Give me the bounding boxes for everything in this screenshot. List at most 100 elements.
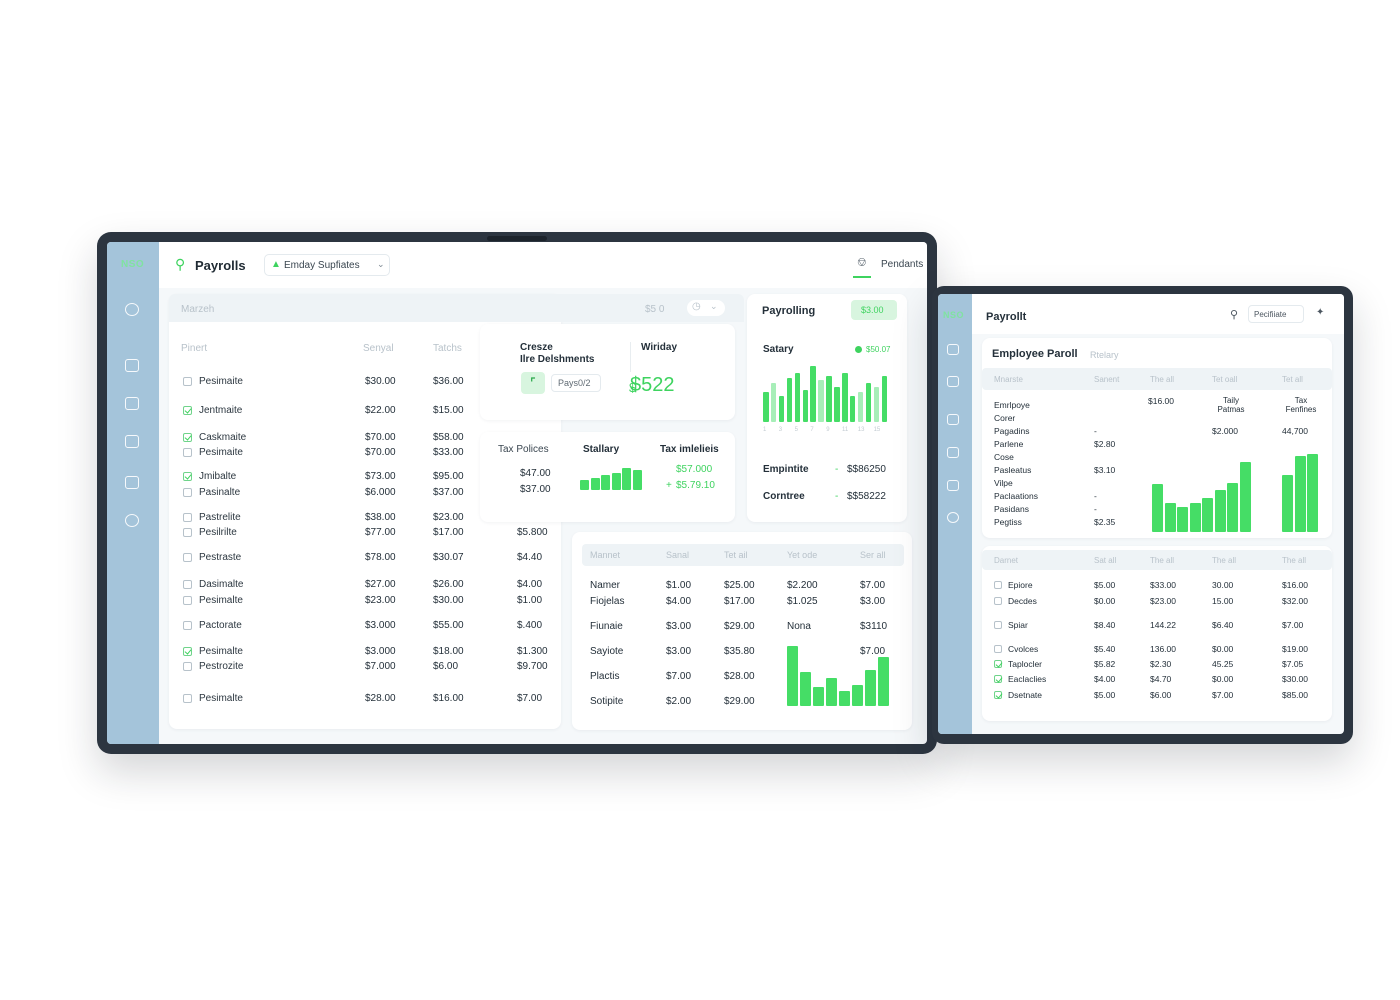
right-column-header: The all: [1150, 375, 1175, 384]
weekday-label: Wiriday: [641, 342, 678, 353]
employee-label: Empintite: [763, 464, 809, 475]
row-checkbox[interactable]: [183, 694, 192, 703]
pays-button[interactable]: Pays0/2: [551, 374, 601, 392]
row-checkbox[interactable]: [183, 448, 192, 457]
right-bar-1: [1202, 498, 1213, 532]
row-checkbox[interactable]: [183, 433, 192, 442]
right-row-cell: 144.22: [1150, 620, 1176, 630]
mail-icon[interactable]: [947, 447, 959, 458]
row-name: Caskmaite: [199, 432, 247, 443]
right-row-label: Corer: [994, 413, 1016, 423]
bottom-table-cell: $3110: [860, 621, 888, 632]
right-column-header: The all: [1212, 556, 1237, 565]
right-row-checkbox[interactable]: [994, 597, 1002, 605]
salary-x-tick: 1: [763, 427, 767, 433]
right-row-checkbox[interactable]: [994, 660, 1002, 668]
lock-icon[interactable]: [947, 480, 959, 491]
user-icon: ▲: [271, 259, 281, 270]
row-name: Pestraste: [199, 552, 242, 563]
row-checkbox[interactable]: [183, 553, 192, 562]
header-bar: ⚲ Payrolls ▲ Emday Supfiates ⌄ ⎊ Pendant…: [159, 242, 927, 288]
row-checkbox[interactable]: [183, 377, 192, 386]
right-row-checkbox[interactable]: [994, 621, 1002, 629]
row-checkbox[interactable]: [183, 621, 192, 630]
secondary-title: Payrollt: [986, 311, 1027, 323]
row-checkbox[interactable]: [183, 596, 192, 605]
sparkle-icon[interactable]: ✦: [1316, 307, 1325, 318]
row-salary: $3.000: [365, 620, 396, 631]
payrolling-title: Payrolling: [762, 305, 816, 317]
row-salary: $3.000: [365, 646, 396, 657]
salary-bar: [818, 380, 824, 422]
bell-icon[interactable]: ⎊: [857, 255, 867, 269]
right-row-checkbox[interactable]: [994, 645, 1002, 653]
row-checkbox[interactable]: [183, 513, 192, 522]
search-icon[interactable]: ⚲: [1230, 309, 1239, 321]
right-row-value: -: [1094, 426, 1097, 436]
salary-bar: [794, 373, 801, 422]
employee-value: $$86250: [847, 464, 886, 475]
row-checkbox[interactable]: [183, 488, 192, 497]
right-row-label: Pegtiss: [994, 517, 1022, 527]
search-options-button[interactable]: ◷ ⌄: [687, 300, 725, 316]
salary-bar: [865, 383, 872, 422]
salary-bar: [849, 396, 856, 422]
help-icon[interactable]: [125, 514, 139, 527]
edit-icon[interactable]: [947, 414, 959, 425]
salary-bar: [881, 376, 888, 422]
document-icon[interactable]: [125, 397, 139, 410]
right-row-name: Decdes: [1008, 596, 1037, 606]
salary-bar: [778, 396, 785, 422]
row-name: Jentmaite: [199, 405, 243, 416]
right-bar-1: [1164, 503, 1176, 532]
right-top-label: Taily Patmas: [1217, 396, 1245, 414]
settings-icon[interactable]: [125, 476, 139, 489]
filter-dropdown[interactable]: ▲ Emday Supfiates ⌄: [264, 254, 390, 276]
dashboard-icon[interactable]: [125, 303, 139, 316]
bottom-table-header: [582, 544, 904, 566]
salary-chart-title: Satary: [763, 344, 794, 355]
salary-bar: [834, 387, 840, 422]
bottom-bar-chart: [787, 640, 891, 706]
amount-value: $522: [630, 374, 675, 396]
main-tablet: NSO ⚲ Payrolls ▲ Emday Supfiates ⌄ ⎊ Pen…: [97, 232, 937, 754]
home-icon[interactable]: [125, 359, 139, 372]
right-row-cell: $23.00: [1150, 596, 1176, 606]
bottom-table-cell: $7.00: [666, 671, 692, 682]
bottom-column-header: Sanal: [666, 550, 690, 560]
employee-dash: -: [835, 464, 839, 475]
row-checkbox[interactable]: [183, 662, 192, 671]
code-icon[interactable]: ⌜: [521, 372, 545, 394]
help-icon[interactable]: [947, 512, 959, 523]
right-row-label: Pagadins: [994, 426, 1030, 436]
row-name: Pastrelite: [199, 512, 241, 523]
right-column-header: The all: [1282, 556, 1307, 565]
right-row-checkbox[interactable]: [994, 675, 1002, 683]
payrolling-badge-value: $3.00: [861, 305, 884, 315]
file-icon[interactable]: [947, 344, 959, 355]
inbox-icon[interactable]: [947, 376, 959, 387]
search-input[interactable]: Marzeh: [181, 304, 215, 315]
row-extra: $1.00: [517, 595, 543, 606]
notifications-label[interactable]: Pendants: [881, 259, 924, 270]
profile-button[interactable]: Pecifiiate: [1248, 305, 1304, 323]
row-checkbox[interactable]: [183, 406, 192, 415]
bottom-table-cell: $3.00: [860, 596, 886, 607]
row-checkbox[interactable]: [183, 580, 192, 589]
search-icon[interactable]: ⚲: [175, 256, 186, 272]
right-row-checkbox[interactable]: [994, 691, 1002, 699]
right-row-cell: $6.40: [1212, 620, 1234, 630]
search-bar[interactable]: [169, 294, 744, 322]
bottom-bar: [839, 691, 850, 706]
row-checkbox[interactable]: [183, 472, 192, 481]
bottom-table-cell: $1.025: [787, 596, 818, 607]
bottom-column-header: Ser all: [860, 550, 886, 560]
row-salary: $73.00: [365, 471, 396, 482]
chart-icon[interactable]: [125, 435, 139, 448]
row-checkbox[interactable]: [183, 528, 192, 537]
bottom-table-cell: $7.00: [860, 646, 886, 657]
row-checkbox[interactable]: [183, 647, 192, 656]
right-row-cell: $4.00: [1094, 674, 1116, 684]
right-row-checkbox[interactable]: [994, 581, 1002, 589]
mini-salary-bar: [632, 470, 642, 490]
